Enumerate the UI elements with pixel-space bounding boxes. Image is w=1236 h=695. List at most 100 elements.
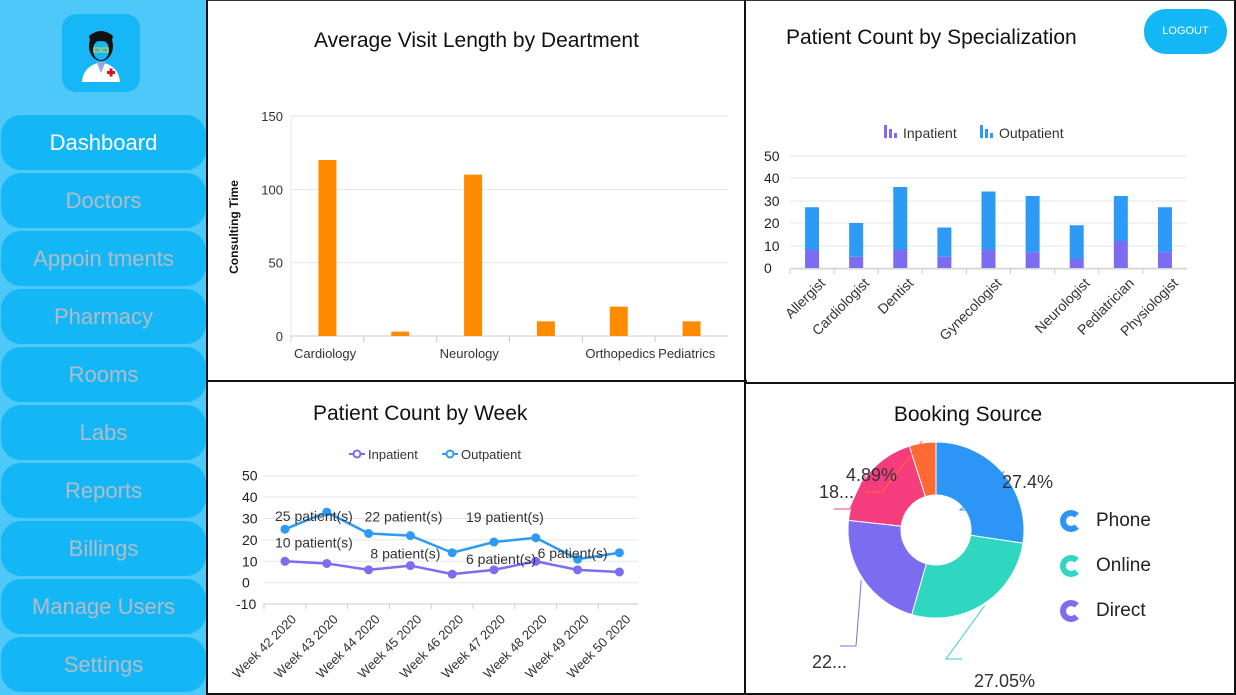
weekly-title: Patient Count by Week [313,402,528,425]
booking-chart: 27.4% 27.05% 22... 18...4.89% [812,440,1053,691]
visit-length-panel: Average Visit Length by Deartment 0 50 100… [206,0,747,383]
data-point [280,556,290,566]
data-point [447,548,457,558]
data-point [489,537,499,547]
legend-bar-icon [884,125,887,138]
bar-inpatient [1113,241,1128,268]
bar-inpatient [1025,252,1040,268]
bar-inpatient [937,256,952,268]
data-point [573,554,583,564]
y-tick-label: 30 [242,511,258,527]
booking-panel: Booking Source 27.4% 27.05% 22... 18... 4.89… [744,382,1236,695]
y-tick-label: -10 [236,596,256,612]
y-tick-label: 30 [764,193,780,209]
y-tick-label: 20 [242,532,258,548]
bar-outpatient [981,191,996,250]
bar-inpatient [1157,252,1172,268]
sidebar-item-dashboard[interactable]: Dashboard [1,115,206,170]
bar-inpatient [849,256,864,268]
legend-label: Outpatient [461,447,521,462]
specialization-panel: Patient Count by Specialization 0 10 20 30 4… [744,0,1236,385]
y-tick-label: 0 [276,329,283,344]
bar-inpatient [981,250,996,268]
bar-inpatient [805,250,820,268]
y-tick-label: 10 [764,238,780,254]
donut-icon [1060,509,1082,532]
sidebar: Dashboard Doctors Appoin tments Pharmacy Roo… [0,0,207,695]
leader-line [866,440,923,493]
legend-bar-icon [889,129,892,138]
sidebar-item-doctors[interactable]: Doctors [1,173,206,228]
y-tick-label: 50 [242,468,258,484]
sidebar-item-pharmacy[interactable]: Pharmacy [1,289,206,344]
bar [318,160,337,336]
sidebar-item-manage-users[interactable]: Manage Users [1,579,206,634]
y-tick-label: 50 [764,148,780,164]
visit-length-title: Average Visit Length by Deartment [314,29,639,52]
bar-inpatient [893,250,908,268]
data-point [614,548,624,558]
y-tick-label: 0 [764,260,772,276]
legend-label: Outpatient [999,125,1064,141]
leader-line [958,470,1005,511]
data-label: 8 patient(s) [370,546,440,562]
legend-marker-icon [352,449,362,459]
data-point [280,524,290,534]
sidebar-item-billings[interactable]: Billings [1,521,206,576]
data-label: 19 patient(s) [466,509,544,525]
logout-button[interactable]: LOGOUT [1144,9,1227,54]
data-label: 6 patient(s) [466,551,536,567]
legend-label: Inpatient [903,125,957,141]
sidebar-item-rooms[interactable]: Rooms [1,347,206,402]
bar [536,321,555,336]
data-point [405,561,415,571]
y-tick-label: 40 [242,489,258,505]
sidebar-item-appoin-tments[interactable]: Appoin tments [1,231,206,286]
donut-icon [1060,554,1082,577]
legend-item-direct[interactable]: Direct [1060,588,1151,633]
bar-outpatient [1157,207,1172,253]
legend-label: Phone [1096,509,1151,531]
x-tick-label: Cardiology [294,346,357,361]
sidebar-item-reports[interactable]: Reports [1,463,206,518]
data-point [364,528,374,538]
data-point [489,565,499,575]
weekly-panel: Patient Count by Week -10 0 10 20 30 40 50 Inpa… [206,380,747,695]
legend-bar-icon [894,133,897,138]
legend-marker-icon [445,449,455,459]
data-point [573,565,583,575]
donut-slice [847,519,927,616]
leader-line [945,605,985,660]
sidebar-item-settings[interactable]: Settings [1,637,206,692]
data-point [364,565,374,575]
legend-item-phone[interactable]: Phone [1060,498,1151,543]
data-label: 22 patient(s) [365,508,443,524]
x-tick-label: Pediatrics [658,346,716,361]
bar-outpatient [1025,196,1040,253]
x-tick-label: Orthopedics [585,346,656,361]
x-tick-label: Dentist [874,275,916,317]
data-point [322,507,332,517]
bar-outpatient [805,207,820,250]
logo [62,14,140,92]
legend-label: Inpatient [368,447,418,462]
donut-icon [1060,599,1082,622]
legend-label: Direct [1096,599,1146,621]
legend-label: Online [1096,554,1151,576]
slice-label: 27.05% [974,671,1035,691]
legend-item-online[interactable]: Online [1060,543,1151,588]
data-point [531,556,541,566]
y-tick-label: 20 [764,215,780,231]
data-label: 6 patient(s) [538,545,608,561]
bar [609,306,628,336]
donut-slice [911,534,1024,619]
data-point [322,558,332,568]
slice-label: 4.89% [846,465,897,485]
data-label: 10 patient(s) [275,534,353,550]
slice-label: 22... [812,652,847,672]
visit-length-chart: 0 50 100 150 Cardiology Neurology Orthopedics P… [227,109,728,361]
data-point [405,531,415,541]
sidebar-item-labs[interactable]: Labs [1,405,206,460]
